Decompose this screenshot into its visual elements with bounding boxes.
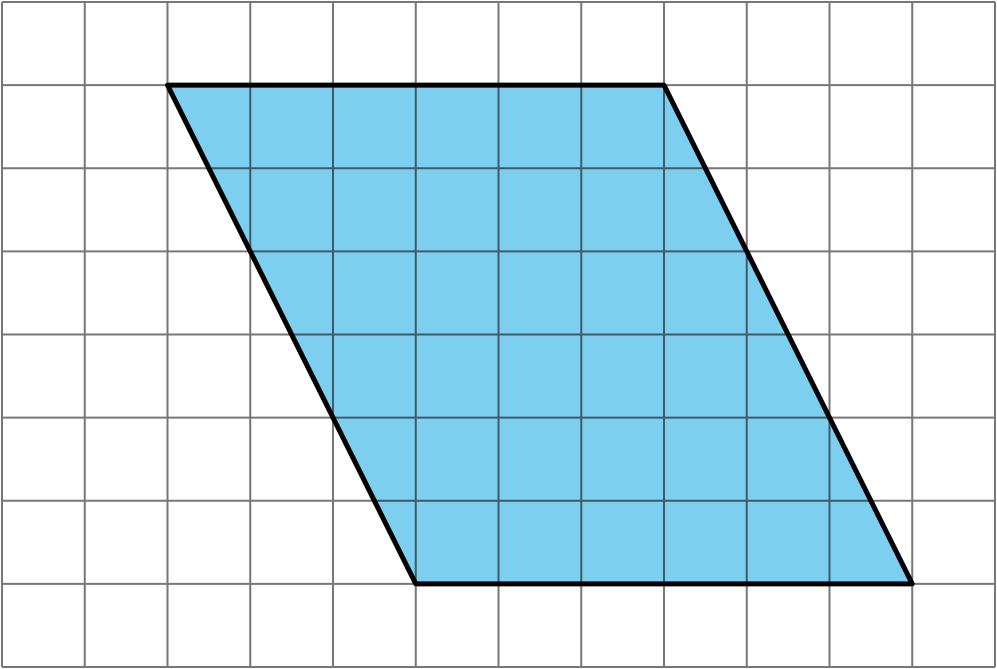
parallelogram-outline bbox=[165, 82, 915, 587]
